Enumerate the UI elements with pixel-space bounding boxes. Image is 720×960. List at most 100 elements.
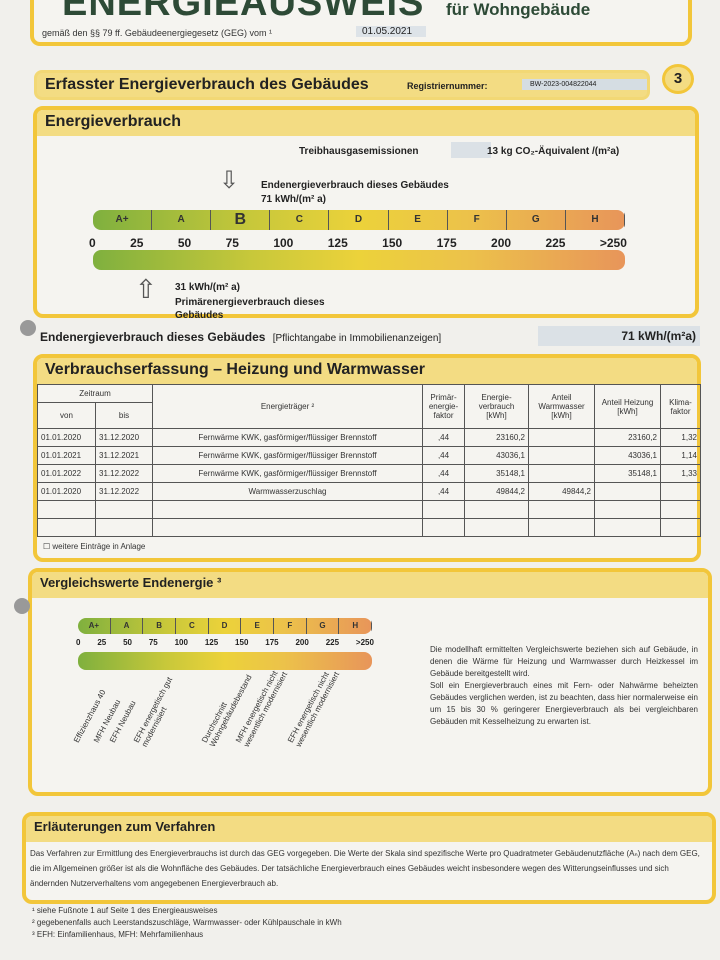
table-cell: 49844,2 [528, 482, 595, 501]
doc-subtitle: für Wohngebäude [446, 0, 591, 19]
class-label-5: E [389, 210, 448, 230]
tick-label: 0 [76, 638, 81, 647]
more-entries-checkbox[interactable]: ☐ weitere Einträge in Anlage [43, 542, 146, 551]
col-from: von [37, 402, 96, 429]
table-cell: 35148,1 [464, 464, 529, 483]
more-entries-label: weitere Einträge in Anlage [52, 542, 146, 551]
class-label-1: A [152, 210, 212, 230]
tick-label: 225 [545, 236, 566, 250]
explain-box: Erläuterungen zum Verfahren Das Verfahre… [22, 812, 716, 904]
table-cell: 1,14 [660, 446, 701, 465]
table-cell [37, 500, 96, 519]
table-cell [528, 428, 595, 447]
end-line-note: [Pflichtangabe in Immobilienanzeigen] [272, 333, 442, 344]
tick-label: 75 [225, 236, 239, 250]
table-cell [660, 500, 701, 519]
col-pef: Primär-energie-faktor [422, 384, 465, 429]
table-cell [660, 482, 701, 501]
end-energy-value: 71 kWh/(m² a) [261, 194, 327, 205]
table-cell: 49844,2 [464, 482, 529, 501]
table-cell [528, 464, 595, 483]
doc-title: ENERGIEAUSWEIS [62, 0, 425, 24]
class-label-4: D [209, 618, 242, 634]
col-heat: Anteil Heizung [kWh] [594, 384, 661, 429]
compare-label: EFH energetisch gut modernisiert [132, 675, 175, 749]
tick-label: 0 [89, 236, 96, 250]
tick-label: 50 [177, 236, 192, 250]
table-cell: 43036,1 [594, 446, 661, 465]
table-cell: 23160,2 [464, 428, 529, 447]
title-box: ENERGIEAUSWEIS für Wohngebäude gemäß den… [30, 0, 692, 46]
table-cell: 31.12.2022 [95, 482, 153, 501]
up-arrow-icon: ⇧ [135, 274, 157, 304]
table-cell: Fernwärme KWK, gasförmiger/flüssiger Bre… [152, 428, 423, 447]
punch-hole [20, 320, 36, 336]
table-cell: Warmwasserzuschlag [152, 482, 423, 501]
tick-label: 100 [273, 236, 294, 250]
legal-text: gemäß den §§ 79 ff. Gebäudeenergiegesetz… [42, 28, 272, 38]
class-label-3: C [176, 618, 209, 634]
table-cell [594, 500, 661, 519]
class-label-8: H [339, 618, 372, 634]
energy-box: Energieverbrauch Treibhausgasemissionen … [33, 106, 699, 321]
ghg-value: 13 kg CO₂-Äquivalent /(m²a) [487, 146, 620, 157]
class-label-6: F [274, 618, 307, 634]
table-row [37, 500, 701, 519]
tick-label: 50 [123, 638, 132, 647]
col-clim: Klima-faktor [660, 384, 701, 429]
tick-label: 125 [327, 236, 348, 250]
tick-label: 175 [436, 236, 457, 250]
col-carrier: Energieträger ² [152, 384, 423, 429]
table-cell: 01.01.2020 [37, 428, 96, 447]
table-row: 01.01.2020 31.12.2020 Fernwärme KWK, gasfö… [37, 428, 701, 447]
table-cell: Fernwärme KWK, gasförmiger/flüssiger Bre… [152, 464, 423, 483]
table-cell [95, 518, 153, 537]
page-number-badge: 3 [662, 64, 694, 94]
table-cell: 43036,1 [464, 446, 529, 465]
section-title: Erfasster Energieverbrauch des Gebäudes [45, 76, 369, 93]
class-label-8: H [566, 210, 625, 230]
class-label-1: A [111, 618, 144, 634]
compare-title: Vergleichswerte Endenergie ³ [32, 572, 708, 598]
table-cell [464, 518, 529, 537]
col-ww: Anteil Warmwasser [kWh] [528, 384, 595, 429]
table-cell [594, 482, 661, 501]
table-cell: 35148,1 [594, 464, 661, 483]
tick-label: 150 [382, 236, 403, 250]
table-cell: ,44 [422, 446, 465, 465]
table-cell: 1,33 [660, 464, 701, 483]
table-cell: 31.12.2022 [95, 464, 153, 483]
class-label-7: G [307, 618, 340, 634]
tick-label: 125 [204, 638, 219, 647]
tick-label: 200 [295, 638, 309, 647]
table-cell: 31.12.2020 [95, 428, 153, 447]
class-label-2: B [143, 618, 177, 634]
compare-gradient [78, 652, 372, 670]
table-cell [152, 500, 423, 519]
col-period: Zeitraum [37, 384, 153, 403]
table-cell [464, 500, 529, 519]
class-label-2: B [211, 210, 271, 230]
compare-scale: A+ A B C D E F G H [78, 618, 372, 634]
end-energy-line: Endenergieverbrauch dieses Gebäudes [Pfl… [40, 326, 700, 350]
energy-title: Energieverbrauch [37, 110, 695, 136]
table-cell: 01.01.2021 [37, 446, 96, 465]
table-cell [594, 518, 661, 537]
end-line-label: Endenergieverbrauch dieses Gebäudes [40, 330, 266, 344]
class-label-5: E [241, 618, 275, 634]
tick-label: 175 [265, 638, 279, 647]
tick-label: 75 [148, 638, 158, 647]
efficiency-scale: A+ A B C D E F G H [93, 210, 625, 230]
table-cell: ,44 [422, 482, 465, 501]
efficiency-gradient [93, 250, 625, 270]
class-label-0: A+ [78, 618, 111, 634]
class-label-7: G [507, 210, 566, 230]
table-cell: 1,32 [660, 428, 701, 447]
law-date: 01.05.2021 [356, 26, 427, 37]
primary-energy-value: 31 kWh/(m² a) [175, 282, 241, 293]
footnote-2: ² gegebenenfalls auch Leerstandszuschläg… [32, 918, 342, 927]
footnote-1: ¹ siehe Fußnote 1 auf Seite 1 des Energi… [32, 906, 218, 915]
table-cell [37, 518, 96, 537]
table-cell [528, 500, 595, 519]
